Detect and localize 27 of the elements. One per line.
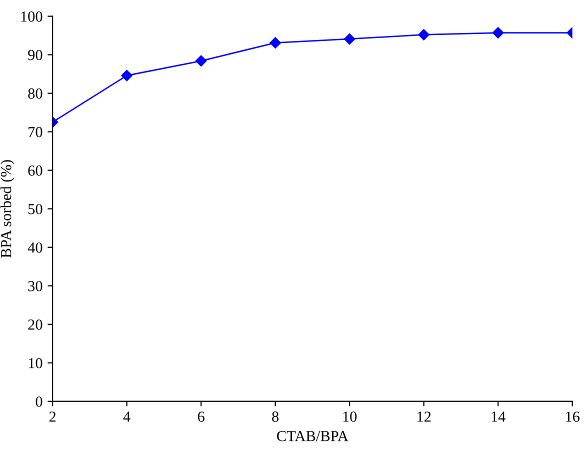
x-tick-label: 4 bbox=[123, 412, 130, 422]
y-tick-label: 90 bbox=[28, 50, 42, 60]
x-axis-title: CTAB/BPA bbox=[277, 430, 348, 442]
x-tick-label: 14 bbox=[492, 412, 506, 422]
y-tick-label: 50 bbox=[28, 204, 42, 214]
y-tick-label: 10 bbox=[28, 358, 42, 368]
y-tick-label: 60 bbox=[28, 165, 42, 176]
x-tick-label: 8 bbox=[272, 412, 279, 422]
point bbox=[270, 37, 281, 48]
x-tick-label: 10 bbox=[343, 412, 357, 422]
y-tick-label: 100 bbox=[21, 11, 42, 22]
point bbox=[418, 29, 430, 40]
x-tick-label: 2 bbox=[49, 412, 56, 422]
point bbox=[344, 33, 356, 45]
y-tick-label: 40 bbox=[28, 242, 42, 253]
y-tick-label: 70 bbox=[28, 126, 42, 138]
x-tick-label: 16 bbox=[566, 412, 580, 422]
y-tick-label: 80 bbox=[28, 88, 42, 99]
point bbox=[121, 70, 132, 82]
y-tick-label: 20 bbox=[28, 319, 42, 330]
y-axis-title: BPA sorbed (%) bbox=[0, 160, 14, 258]
x-tick-label: 6 bbox=[198, 412, 204, 422]
x-tick-label: 12 bbox=[418, 412, 431, 422]
point bbox=[492, 27, 504, 38]
y-tick-label: 30 bbox=[28, 280, 42, 292]
point bbox=[195, 55, 207, 67]
y-tick-label: 0 bbox=[36, 396, 42, 407]
